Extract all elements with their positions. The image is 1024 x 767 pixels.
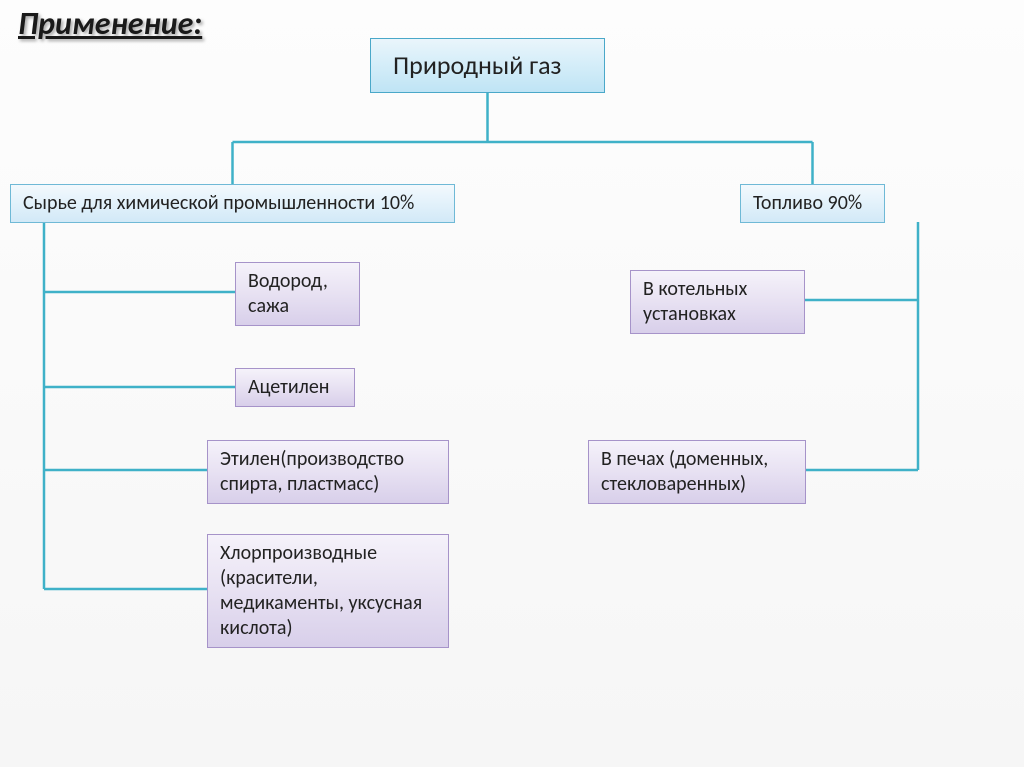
leaf-node-hydrogen: Водород, сажа xyxy=(235,262,360,326)
connector-lines xyxy=(0,0,1024,767)
leaf-node-boilers: В котельных установках xyxy=(630,270,805,334)
branch-node-fuel: Топливо 90% xyxy=(740,184,885,223)
slide-title: Применение: xyxy=(18,4,202,43)
branch-node-chem: Сырье для химической промышленности 10% xyxy=(10,184,455,223)
leaf-node-ethylene: Этилен(производство спирта, пластмасс) xyxy=(207,440,449,504)
root-node: Природный газ xyxy=(370,38,605,93)
leaf-node-acetylene: Ацетилен xyxy=(235,368,355,407)
leaf-node-chloro: Хлорпроизводные (красители, медикаменты,… xyxy=(207,534,449,648)
leaf-node-furnaces: В печах (доменных, стекловаренных) xyxy=(588,440,806,504)
